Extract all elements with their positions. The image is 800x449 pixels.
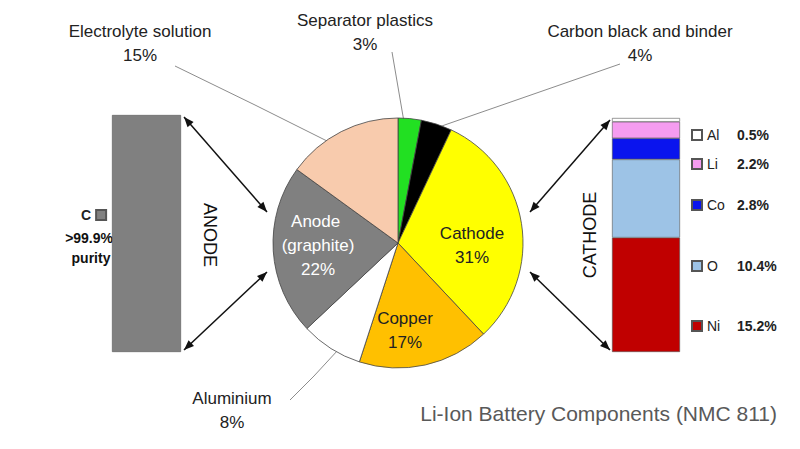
svg-text:Carbon black and binder: Carbon black and binder	[547, 22, 733, 41]
svg-text:O: O	[707, 258, 718, 274]
svg-text:22%: 22%	[301, 260, 335, 279]
svg-text:10.4%: 10.4%	[737, 258, 777, 274]
svg-text:Li-Ion Battery Components (NMC: Li-Ion Battery Components (NMC 811)	[420, 402, 777, 425]
svg-text:Separator plastics: Separator plastics	[297, 11, 433, 30]
svg-text:C: C	[81, 207, 91, 223]
svg-text:2.8%: 2.8%	[737, 197, 769, 213]
svg-text:Al: Al	[707, 127, 719, 143]
svg-text:(graphite): (graphite)	[282, 236, 355, 255]
svg-text:Ni: Ni	[707, 318, 720, 334]
svg-text:8%: 8%	[220, 413, 245, 432]
svg-text:31%: 31%	[455, 248, 489, 267]
svg-text:3%: 3%	[353, 35, 378, 54]
svg-text:Electrolyte solution: Electrolyte solution	[69, 22, 212, 41]
svg-text:15.2%: 15.2%	[737, 318, 777, 334]
svg-text:Copper: Copper	[377, 309, 433, 328]
svg-text:2.2%: 2.2%	[737, 156, 769, 172]
svg-text:0.5%: 0.5%	[737, 127, 769, 143]
svg-text:CATHODE: CATHODE	[580, 192, 600, 279]
svg-text:4%: 4%	[628, 46, 653, 65]
svg-text:Aluminium: Aluminium	[192, 389, 271, 408]
svg-text:15%: 15%	[123, 46, 157, 65]
svg-text:ANODE: ANODE	[200, 203, 220, 267]
svg-text:Cathode: Cathode	[440, 224, 504, 243]
svg-text:Li: Li	[707, 156, 718, 172]
svg-text:17%: 17%	[388, 333, 422, 352]
svg-text:Anode: Anode	[291, 212, 345, 231]
svg-text:>99.9%: >99.9%	[65, 230, 117, 246]
svg-text:Co: Co	[707, 197, 725, 213]
svg-text:purity: purity	[72, 250, 111, 266]
